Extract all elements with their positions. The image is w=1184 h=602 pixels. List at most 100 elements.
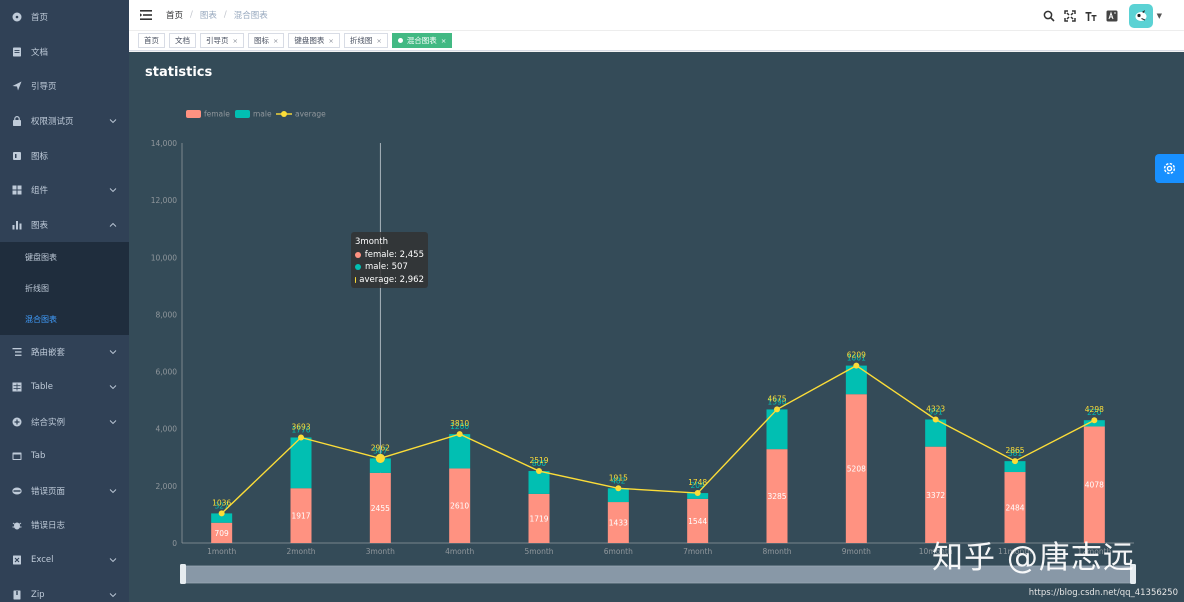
x-tick-label: 7month	[683, 547, 712, 556]
datazoom-handle-left[interactable]	[180, 564, 186, 584]
sidebar-item-label: 图标	[31, 151, 49, 162]
sidebar-item-lock[interactable]: 权限测试页	[0, 104, 129, 139]
chevron-down-icon	[109, 348, 117, 356]
datazoom-handle-right[interactable]	[1130, 564, 1136, 584]
breadcrumb-home[interactable]: 首页	[166, 11, 184, 21]
sidebar-item-label: Table	[31, 382, 53, 393]
sidebar-item-nested[interactable]: 路由嵌套	[0, 335, 129, 370]
sidebar-item-tab[interactable]: Tab	[0, 439, 129, 474]
sidebar-item-documentation[interactable]: 文档	[0, 35, 129, 70]
y-tick-label: 10,000	[151, 253, 177, 262]
chart-icon	[12, 220, 22, 230]
legend-female-swatch	[186, 110, 201, 118]
breadcrumb-charts[interactable]: 图表	[199, 11, 217, 21]
sidebar-subitem[interactable]: 混合图表	[25, 315, 57, 325]
caret-down-icon[interactable]: ▼	[1156, 12, 1162, 20]
bar-male	[925, 419, 947, 447]
tag-label: 图标	[253, 36, 269, 45]
tag-label: 折线图	[349, 36, 373, 45]
point-average	[1012, 458, 1018, 465]
sidebar-subitem[interactable]: 折线图	[25, 284, 49, 294]
sidebar-item-excel[interactable]: Excel	[0, 543, 129, 578]
close-icon[interactable]: ×	[232, 36, 238, 45]
excel-icon	[12, 555, 22, 565]
fullscreen-icon[interactable]	[1064, 10, 1077, 23]
point-average	[853, 362, 860, 369]
bar-female	[766, 449, 788, 543]
y-tick-label: 0	[172, 539, 177, 548]
avatar[interactable]	[1128, 4, 1153, 28]
close-icon[interactable]: ×	[440, 36, 447, 45]
close-icon[interactable]: ×	[328, 36, 334, 45]
font-size-icon[interactable]	[1085, 10, 1098, 23]
bar-male	[845, 365, 867, 395]
point-average	[456, 431, 463, 438]
sidebar-item-label: 首页	[31, 13, 49, 24]
sidebar-item-label: 错误日志	[31, 521, 66, 532]
breadcrumb-separator: /	[190, 10, 193, 20]
sidebar-item-icon[interactable]: 图标	[0, 138, 129, 173]
bug-icon	[12, 520, 22, 530]
bar-label-male: 800	[532, 459, 547, 468]
tag-label: 首页	[144, 36, 159, 45]
bar-label-male: 507	[373, 446, 388, 455]
hamburger-icon[interactable]	[140, 10, 152, 20]
point-average	[298, 434, 304, 441]
mix-chart: 0 2,000 4,000 6,000 8,000 10,000 12,000 14,000 1…	[151, 110, 1136, 584]
bar-male	[766, 409, 788, 450]
close-icon[interactable]: ×	[376, 36, 382, 45]
tag-item[interactable]: 引导页 ×	[200, 33, 244, 48]
y-tick-label: 4,000	[156, 425, 178, 434]
tag-item[interactable]: 文档	[169, 33, 196, 48]
point-label-average: 2865	[1005, 446, 1024, 455]
404-icon	[12, 486, 22, 496]
watermark: 知乎 @唐志远	[932, 540, 1135, 576]
tag-item[interactable]: 键盘图表 ×	[288, 33, 340, 48]
bar-label-female: 4078	[1085, 481, 1104, 490]
sidebar-item-404[interactable]: 错误页面	[0, 474, 129, 509]
chart-title: statistics	[145, 65, 213, 80]
bar-label-female: 3372	[926, 491, 945, 500]
bar-male	[290, 437, 312, 489]
sidebar-item-component[interactable]: 组件	[0, 173, 129, 208]
close-icon[interactable]: ×	[272, 36, 279, 45]
point-average	[694, 490, 701, 497]
tag-active[interactable]: 混合图表 ×	[391, 33, 453, 48]
sidebar-item-dashboard[interactable]: 首页	[0, 0, 129, 35]
bar-label-male: 1390	[767, 397, 786, 406]
point-label-average: 3693	[291, 422, 310, 431]
tag-item[interactable]: 图标 ×	[247, 33, 285, 48]
settings-button[interactable]	[1155, 154, 1184, 183]
bar-label-male: 220	[1087, 408, 1102, 417]
chevron-down-icon	[109, 418, 117, 426]
sidebar-item-zip[interactable]: Zip	[0, 577, 129, 602]
tooltip-average: average: 2,962	[359, 274, 424, 285]
bar-label-female: 2610	[450, 502, 469, 511]
x-tick-label: 6month	[604, 547, 633, 556]
sidebar-item-label: 路由嵌套	[31, 348, 66, 359]
sidebar-item-chart[interactable]: 图表	[0, 208, 129, 243]
tooltip-row-average: average: 2,962	[355, 274, 424, 287]
point-average	[536, 468, 542, 475]
sidebar-item-bug[interactable]: 错误日志	[0, 508, 129, 543]
y-tick-label: 6,000	[156, 368, 178, 377]
tag-item[interactable]: 折线图 ×	[343, 33, 388, 48]
bar-male	[1004, 461, 1026, 473]
point-label-average: 4323	[926, 404, 945, 413]
sidebar-item-table[interactable]: Table	[0, 370, 129, 405]
search-icon[interactable]	[1043, 10, 1056, 23]
tag-label: 文档	[175, 36, 190, 45]
tooltip-row-female: female: 2,455	[355, 249, 424, 262]
tab-icon	[12, 451, 22, 461]
sidebar-item-label: 组件	[31, 186, 49, 197]
sidebar-item-label: 权限测试页	[31, 117, 74, 128]
sidebar-item-guide[interactable]: 引导页	[0, 69, 129, 104]
tag-item[interactable]: 首页	[138, 33, 165, 48]
bar-male	[449, 434, 471, 469]
bar-label-male: 1776	[291, 425, 310, 434]
bar-label-male: 381	[1008, 449, 1023, 458]
bar-male	[211, 513, 233, 523]
sidebar-item-example[interactable]: 综合实例	[0, 404, 129, 439]
sidebar-subitem[interactable]: 键盘图表	[25, 253, 57, 263]
language-icon[interactable]	[1106, 10, 1119, 23]
